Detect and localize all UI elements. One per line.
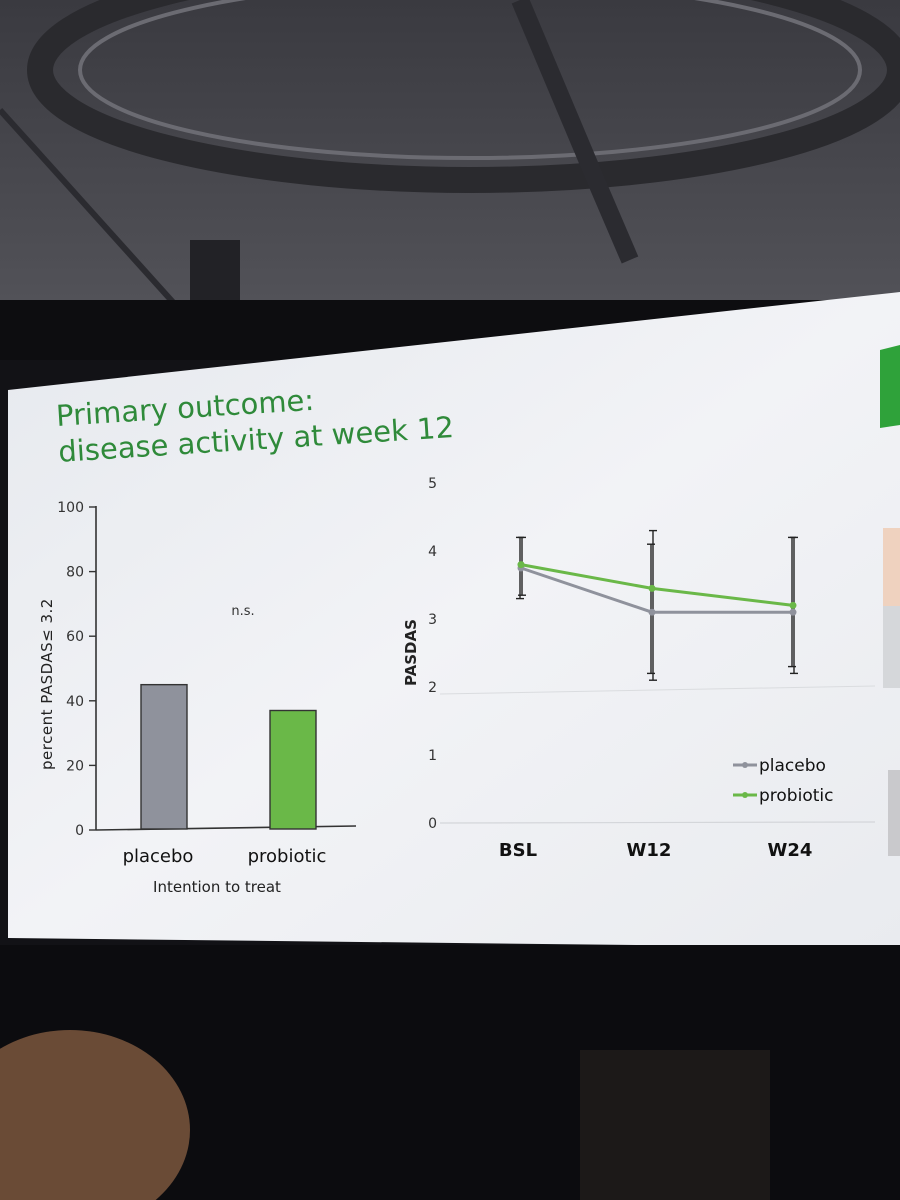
line-x-labels: BSL W12 W24 <box>499 840 813 861</box>
bar-y-ticks: 0 20 40 60 80 100 <box>57 500 96 839</box>
line-y-tick-label: 4 <box>428 544 437 560</box>
bar-placebo <box>140 683 188 830</box>
audience-head <box>0 1030 190 1200</box>
projection-screen <box>8 292 900 948</box>
side-block-grey-2 <box>888 770 900 856</box>
series-point-placebo <box>789 608 797 616</box>
line-gridline-2 <box>439 685 876 695</box>
ceiling-ring-inner <box>78 0 862 160</box>
legend-marker-probiotic <box>742 792 748 798</box>
line-y-tick-label: 0 <box>428 816 437 832</box>
bar-y-tick-label: 100 <box>57 500 84 516</box>
bar-x-tick-label: placebo <box>123 846 194 867</box>
line-chart: 0 1 2 3 4 5 BSL W12 W24 PASDAS placebo probiotic <box>402 476 876 861</box>
bar-x-axis-label: Intention to treat <box>153 878 281 896</box>
bar-y-tick-label: 20 <box>66 758 84 774</box>
side-block-grey <box>883 606 900 688</box>
ceiling-ring <box>27 0 900 193</box>
legend-label-probiotic: probiotic <box>759 786 833 806</box>
line-x-axis <box>439 821 876 824</box>
series-point-probiotic <box>648 584 656 592</box>
bar-y-tick-label: 40 <box>66 694 84 710</box>
significance-annotation: n.s. <box>231 604 254 619</box>
line-series <box>517 561 797 616</box>
line-x-tick-label: BSL <box>499 840 537 861</box>
lectern <box>580 1050 770 1200</box>
bar-x-tick-label: probiotic <box>248 846 327 867</box>
bar-y-tick-label: 60 <box>66 629 84 645</box>
bar-x-labels: placebo probiotic <box>123 846 327 867</box>
bar-marks <box>140 683 317 830</box>
line-y-tick-label: 3 <box>428 612 437 628</box>
ceiling-beam-left <box>0 107 183 313</box>
slide-corner-mark <box>880 345 900 428</box>
bar-y-tick-label: 80 <box>66 565 84 581</box>
ceiling-beam <box>511 0 639 264</box>
line-y-axis-label: PASDAS <box>402 619 420 686</box>
line-y-tick-label: 5 <box>428 476 437 492</box>
side-block-peach <box>883 528 900 606</box>
line-x-tick-label: W24 <box>768 840 813 861</box>
line-y-tick-label: 1 <box>428 748 437 764</box>
line-legend: placebo probiotic <box>733 756 833 806</box>
series-point-probiotic <box>517 561 525 569</box>
bar-y-axis-label: percent PASDAS≤ 3.2 <box>38 598 56 770</box>
series-point-placebo <box>648 608 656 616</box>
line-y-ticks: 0 1 2 3 4 5 <box>428 476 437 832</box>
bar-y-tick-label: 0 <box>75 823 84 839</box>
series-point-probiotic <box>789 601 797 609</box>
legend-marker-placebo <box>742 762 748 768</box>
bar-probiotic <box>269 709 317 830</box>
bar-chart: 0 20 40 60 80 100 placebo probiotic percent PA… <box>38 500 357 896</box>
line-x-tick-label: W12 <box>627 840 672 861</box>
ceiling-fixture <box>190 240 240 310</box>
line-y-tick-label: 2 <box>428 680 437 696</box>
legend-label-placebo: placebo <box>759 756 826 776</box>
